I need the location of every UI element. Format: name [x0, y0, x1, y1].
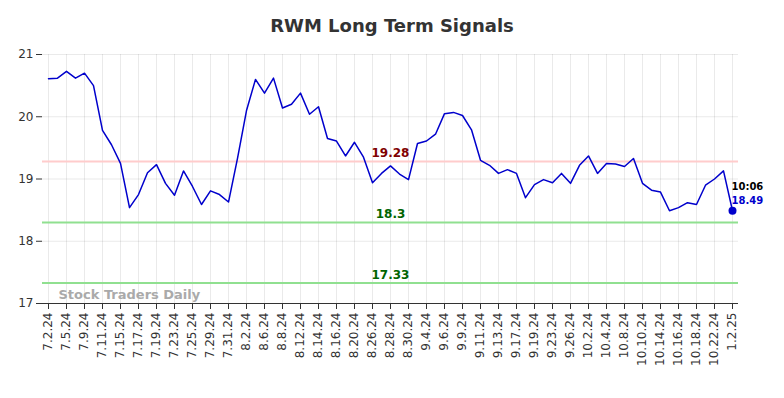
svg-text:18: 18 — [18, 234, 33, 248]
svg-text:18.3: 18.3 — [376, 207, 406, 221]
svg-text:9.11.24: 9.11.24 — [473, 313, 487, 359]
svg-text:8.20.24: 8.20.24 — [347, 313, 361, 359]
svg-text:7.17.24: 7.17.24 — [131, 313, 145, 359]
svg-text:9.23.24: 9.23.24 — [545, 313, 559, 359]
svg-text:7.9.24: 7.9.24 — [77, 313, 91, 351]
svg-text:8.30.24: 8.30.24 — [401, 313, 415, 359]
svg-text:9.6.24: 9.6.24 — [437, 313, 451, 351]
svg-text:17.33: 17.33 — [372, 268, 410, 282]
svg-text:10.10.24: 10.10.24 — [635, 313, 649, 366]
svg-text:8.2.24: 8.2.24 — [239, 313, 253, 351]
svg-text:10.22.24: 10.22.24 — [707, 313, 721, 366]
svg-text:9.17.24: 9.17.24 — [509, 313, 523, 359]
svg-text:9.19.24: 9.19.24 — [527, 313, 541, 359]
svg-text:8.12.24: 8.12.24 — [293, 313, 307, 359]
html-text:RWM Long Term Signals: RWM Long Term Signals — [270, 15, 514, 36]
svg-text:9.4.24: 9.4.24 — [419, 313, 433, 351]
svg-text:7.25.24: 7.25.24 — [185, 313, 199, 359]
svg-text:7.19.24: 7.19.24 — [149, 313, 163, 359]
svg-text:9.13.24: 9.13.24 — [491, 313, 505, 359]
svg-text:7.31.24: 7.31.24 — [221, 313, 235, 359]
svg-text:10.14.24: 10.14.24 — [653, 313, 667, 366]
svg-text:19: 19 — [18, 172, 33, 186]
svg-text:9.9.24: 9.9.24 — [455, 313, 469, 351]
svg-text:7.15.24: 7.15.24 — [113, 313, 127, 359]
svg-text:8.6.24: 8.6.24 — [257, 313, 271, 351]
svg-text:19.28: 19.28 — [372, 146, 410, 160]
svg-text:9.26.24: 9.26.24 — [563, 313, 577, 359]
svg-text:20: 20 — [18, 110, 33, 124]
svg-text:7.11.24: 7.11.24 — [95, 313, 109, 359]
svg-text:18.49: 18.49 — [732, 195, 764, 206]
svg-text:17: 17 — [18, 296, 33, 310]
svg-text:10.16.24: 10.16.24 — [671, 313, 685, 366]
svg-text:10.2.24: 10.2.24 — [581, 313, 595, 359]
svg-text:8.28.24: 8.28.24 — [383, 313, 397, 359]
svg-text:1.2.25: 1.2.25 — [725, 313, 739, 351]
svg-text:8.14.24: 8.14.24 — [311, 313, 325, 359]
svg-text:7.5.24: 7.5.24 — [59, 313, 73, 351]
svg-text:8.26.24: 8.26.24 — [365, 313, 379, 359]
svg-text:10:06: 10:06 — [732, 181, 764, 192]
svg-text:21: 21 — [18, 47, 33, 61]
svg-text:8.8.24: 8.8.24 — [275, 313, 289, 351]
svg-text:7.2.24: 7.2.24 — [41, 313, 55, 351]
svg-text:7.29.24: 7.29.24 — [203, 313, 217, 359]
svg-text:10.4.24: 10.4.24 — [599, 313, 613, 359]
svg-text:8.16.24: 8.16.24 — [329, 313, 343, 359]
svg-text:7.23.24: 7.23.24 — [167, 313, 181, 359]
svg-text:10.18.24: 10.18.24 — [689, 313, 703, 366]
svg-text:10.8.24: 10.8.24 — [617, 313, 631, 359]
svg-text:Stock Traders Daily: Stock Traders Daily — [59, 287, 201, 302]
